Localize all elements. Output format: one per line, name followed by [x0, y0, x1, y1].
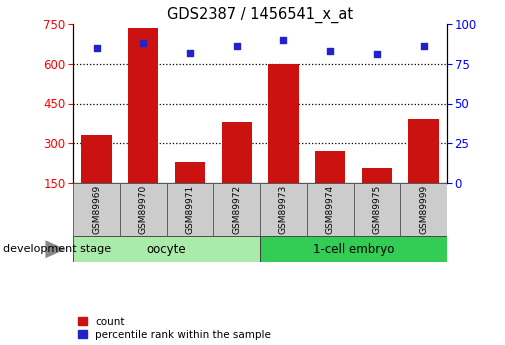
- Text: 1-cell embryo: 1-cell embryo: [313, 243, 394, 256]
- Bar: [409, 119, 439, 183]
- Bar: [175, 162, 205, 183]
- Text: GSM89973: GSM89973: [279, 185, 288, 234]
- Point: [92, 45, 100, 51]
- Point: [186, 50, 194, 56]
- Point: [279, 37, 287, 43]
- Bar: [120, 183, 167, 236]
- Bar: [400, 183, 447, 236]
- Text: GSM89974: GSM89974: [326, 185, 335, 234]
- Point: [233, 43, 241, 49]
- Text: GSM89971: GSM89971: [185, 185, 194, 234]
- Point: [139, 40, 147, 46]
- Text: GSM89975: GSM89975: [372, 185, 381, 234]
- Bar: [167, 183, 214, 236]
- Bar: [73, 183, 120, 236]
- Bar: [81, 135, 112, 183]
- Text: GSM89969: GSM89969: [92, 185, 101, 234]
- Text: GSM89999: GSM89999: [419, 185, 428, 234]
- Bar: [260, 183, 307, 236]
- Bar: [222, 122, 252, 183]
- Text: GSM89970: GSM89970: [139, 185, 148, 234]
- Title: GDS2387 / 1456541_x_at: GDS2387 / 1456541_x_at: [167, 7, 353, 23]
- Point: [373, 51, 381, 57]
- Text: development stage: development stage: [3, 244, 111, 254]
- Bar: [268, 64, 298, 183]
- Bar: [362, 168, 392, 183]
- Bar: [128, 28, 159, 183]
- Bar: [214, 183, 260, 236]
- Bar: [73, 236, 260, 262]
- Text: oocyte: oocyte: [147, 243, 186, 256]
- Text: GSM89972: GSM89972: [232, 185, 241, 234]
- Point: [326, 48, 334, 54]
- Legend: count, percentile rank within the sample: count, percentile rank within the sample: [78, 317, 271, 340]
- Point: [420, 43, 428, 49]
- Polygon shape: [45, 240, 66, 258]
- Bar: [307, 183, 354, 236]
- Bar: [315, 151, 345, 183]
- Bar: [354, 183, 400, 236]
- Bar: [260, 236, 447, 262]
